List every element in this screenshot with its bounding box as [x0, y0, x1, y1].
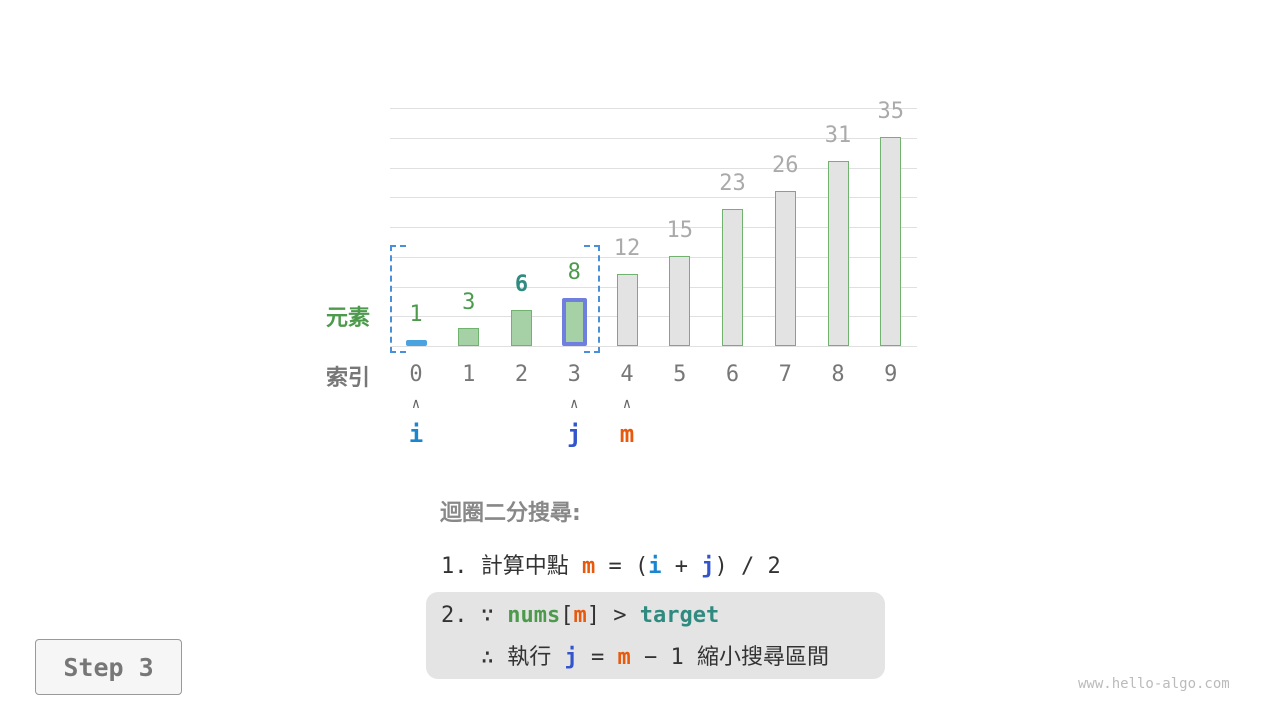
bracket: ]: [586, 603, 600, 628]
therefore-symbol: ∴: [480, 645, 494, 670]
gridline: [390, 227, 917, 228]
minus-one: − 1: [644, 645, 684, 670]
plus: +: [674, 554, 689, 579]
index-label: 0: [409, 362, 423, 387]
gridline: [390, 256, 917, 258]
greater-than: >: [613, 603, 627, 628]
gridline: [390, 137, 917, 139]
bar: [827, 160, 849, 346]
gridline: [390, 108, 917, 109]
bracket-corner: [584, 245, 601, 247]
pointer-arrow-icon: ∧: [411, 396, 421, 412]
equals: =: [608, 554, 622, 579]
step-1-line: 1. 計算中點 m = (i + j) / 2: [441, 548, 781, 580]
var-target: target: [639, 603, 720, 628]
step-number: 1.: [441, 554, 468, 579]
gridline: [390, 316, 917, 318]
bar: [458, 328, 480, 346]
pointer-arrow-icon: ∧: [570, 396, 579, 412]
elements-row-label: 元素: [326, 306, 371, 331]
index-label: 6: [725, 362, 740, 387]
bracket-corner: [584, 351, 601, 353]
bar: [511, 310, 532, 346]
value-label: 3: [462, 290, 476, 316]
pointer-arrow-icon: ∧: [622, 396, 632, 412]
var-j: j: [564, 645, 578, 670]
step-number: 2.: [441, 603, 468, 628]
bar: [669, 256, 691, 346]
value-label: 15: [666, 218, 694, 244]
index-label: 4: [620, 362, 634, 387]
bracket: [: [560, 603, 574, 628]
bracket-corner: [390, 351, 406, 353]
bar: [616, 274, 638, 346]
index-label: 2: [514, 362, 529, 387]
equals: =: [591, 645, 605, 670]
value-label: 35: [877, 99, 905, 125]
divide: / 2: [741, 554, 781, 579]
value-label: 26: [772, 152, 799, 178]
bar: [722, 208, 743, 346]
index-label: 9: [884, 362, 898, 387]
algorithm-title: 迴圈二分搜尋:: [440, 501, 581, 526]
index-label: 8: [831, 362, 845, 387]
exec-text: 執行: [507, 645, 552, 670]
bar: [880, 137, 902, 346]
var-i: i: [648, 554, 662, 579]
var-m: m: [573, 603, 587, 628]
value-label: 1: [409, 302, 423, 328]
bar: [405, 340, 427, 347]
indices-row-label: 索引: [326, 366, 371, 391]
index-label: 3: [567, 362, 581, 387]
value-label: 6: [514, 272, 529, 298]
paren: (: [635, 554, 649, 579]
pointer-j: j: [567, 420, 582, 448]
index-label: 5: [673, 362, 687, 387]
paren: ): [714, 554, 728, 579]
because-symbol: ∵: [480, 603, 494, 628]
pointer-m: m: [619, 420, 635, 448]
search-range-bracket: [390, 245, 601, 353]
value-label: 8: [567, 260, 581, 286]
step-2-action: ∴ 執行 j = m − 1 縮小搜尋區間: [441, 639, 829, 671]
step-2-line: 2. ∵ nums[m] > target: [441, 603, 719, 628]
value-label: 31: [824, 122, 852, 148]
bar: [774, 190, 796, 346]
var-j: j: [701, 554, 715, 579]
gridline: [390, 286, 917, 288]
step-2-highlight: [426, 592, 885, 679]
index-label: 1: [462, 362, 476, 387]
var-nums: nums: [507, 603, 561, 628]
step-button[interactable]: Step 3: [35, 639, 182, 695]
var-m: m: [617, 645, 631, 670]
value-label: 12: [613, 236, 641, 262]
shrink-text: 縮小搜尋區間: [697, 645, 830, 670]
step-text: 計算中點: [480, 554, 569, 579]
pointer-i: i: [408, 420, 424, 448]
gridline: [390, 167, 917, 169]
gridline: [390, 197, 917, 199]
value-label: 23: [719, 170, 746, 196]
watermark: www.hello-algo.com: [1078, 676, 1230, 692]
gridline: [390, 346, 917, 347]
bar: [561, 298, 587, 346]
bracket-corner: [390, 245, 406, 247]
index-label: 7: [778, 362, 792, 387]
var-m: m: [582, 554, 596, 579]
